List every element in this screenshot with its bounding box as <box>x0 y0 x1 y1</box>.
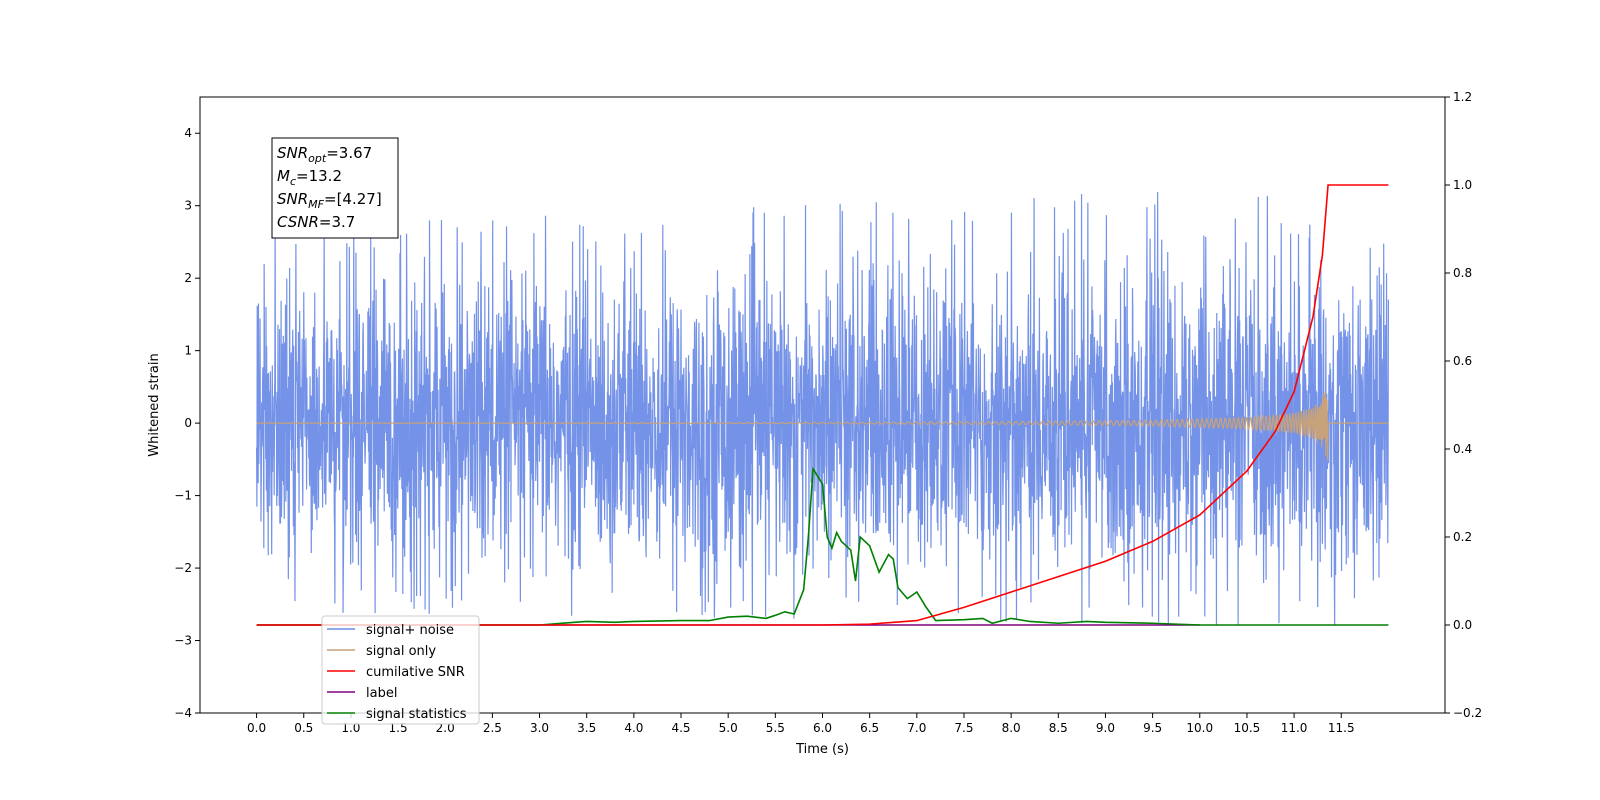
y2-tick-label: 0.8 <box>1453 266 1472 280</box>
x-tick-label: 2.5 <box>483 721 502 735</box>
x-tick-label: 8.0 <box>1002 721 1021 735</box>
x-tick-label: 6.0 <box>813 721 832 735</box>
x-axis-label: Time (s) <box>795 742 849 757</box>
x-tick-label: 7.5 <box>954 721 973 735</box>
y-tick-label: 3 <box>184 199 192 213</box>
legend-label: cumilative SNR <box>366 665 465 680</box>
info-line: CSNR=3.7 <box>277 213 355 231</box>
y2-tick-label: 0.0 <box>1453 618 1472 632</box>
legend-label: signal+ noise <box>366 623 454 638</box>
y2-tick-label: 0.2 <box>1453 530 1472 544</box>
legend: signal+ noise signal only cumilative SNR la… <box>321 615 480 725</box>
y-tick-label: 0 <box>184 416 192 430</box>
x-tick-label: 8.5 <box>1049 721 1068 735</box>
y2-tick-label: 1.0 <box>1453 178 1472 192</box>
legend-label: label <box>366 686 397 701</box>
plot-area <box>255 184 1390 626</box>
y2-tick-label: 0.4 <box>1453 442 1472 456</box>
x-tick-label: 9.5 <box>1143 721 1162 735</box>
series-signal-statistics-line <box>256 466 1389 626</box>
series-signal-plus-noise-line <box>255 191 1390 626</box>
y-tick-label: −3 <box>174 634 192 648</box>
x-tick-label: 6.5 <box>860 721 879 735</box>
y-axis-label: Whitened strain <box>147 353 162 456</box>
x-tick-label: 4.0 <box>624 721 643 735</box>
info-line: Mc=13.2 <box>277 167 342 188</box>
legend-label: signal only <box>366 644 436 659</box>
y-tick-label: 4 <box>184 126 192 140</box>
x-tick-label: 0.0 <box>247 721 266 735</box>
info-box-frame <box>271 137 399 239</box>
x-tick-label: 3.0 <box>530 721 549 735</box>
y2-tick-label: 0.6 <box>1453 354 1472 368</box>
info-line: SNRMF=[4.27] <box>277 190 382 211</box>
x-tick-label: 7.0 <box>907 721 926 735</box>
y-tick-label: −1 <box>174 489 192 503</box>
info-line: SNRopt=3.67 <box>277 144 372 165</box>
x-tick-label: 10.0 <box>1186 721 1213 735</box>
x-tick-label: 11.0 <box>1281 721 1308 735</box>
x-tick-label: 9.0 <box>1096 721 1115 735</box>
series-signal-only-line <box>256 392 1389 461</box>
x-tick-label: 5.0 <box>719 721 738 735</box>
series-cumilative-snr-line <box>256 184 1389 626</box>
x-tick-label: 0.5 <box>294 721 313 735</box>
y-tick-label: 2 <box>184 271 192 285</box>
x-tick-label: 3.5 <box>577 721 596 735</box>
x-tick-label: 5.5 <box>766 721 785 735</box>
legend-label: signal statistics <box>366 707 467 722</box>
legend-frame <box>321 615 480 725</box>
x-tick-label: 4.5 <box>671 721 690 735</box>
x-tick-label: 10.5 <box>1234 721 1261 735</box>
y-tick-label: −2 <box>174 561 192 575</box>
x-tick-label: 11.5 <box>1328 721 1355 735</box>
y2-tick-label: −0.2 <box>1453 706 1482 720</box>
y2-tick-label: 1.2 <box>1453 90 1472 104</box>
y-tick-label: 1 <box>184 344 192 358</box>
y-tick-label: −4 <box>174 706 192 720</box>
